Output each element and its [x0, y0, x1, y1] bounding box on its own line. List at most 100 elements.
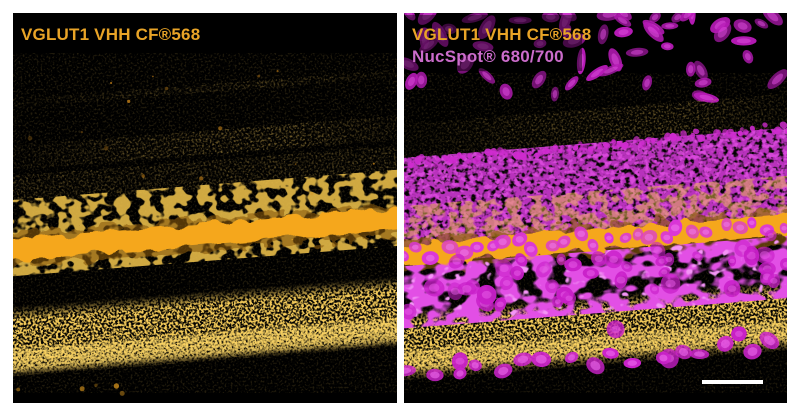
vglut1-bright-band [13, 206, 397, 263]
nucleus [496, 301, 504, 308]
inner-plexiform-bright-strip [404, 315, 787, 377]
nucleus [466, 158, 472, 165]
nucleus [737, 22, 748, 30]
left-panel-label: VGLUT1 VHH CF®568 [21, 24, 200, 46]
nucleus [659, 354, 668, 362]
left-micrograph-image [13, 13, 397, 403]
nucleus [767, 13, 779, 22]
nucleus [737, 130, 743, 136]
nucleus [656, 140, 662, 146]
nucleus [590, 68, 604, 78]
nucleus [626, 142, 633, 149]
nucleus [471, 362, 479, 369]
nucleus [757, 20, 766, 27]
ganglion-cell-nuclei-row [404, 331, 780, 382]
nucleus [587, 145, 596, 154]
nucleus [119, 390, 125, 396]
nucleus [597, 143, 603, 150]
nucleus [566, 149, 572, 155]
stain-label-vglut1: VGLUT1 VHH CF®568 [21, 25, 201, 44]
nucleus [568, 261, 578, 269]
nucleus [692, 128, 700, 135]
nucleus [448, 156, 457, 164]
nucleus [445, 243, 455, 251]
nucleus [490, 150, 498, 157]
nucleus [647, 26, 660, 38]
nucleus [430, 371, 440, 379]
stray-puncta [16, 70, 375, 396]
nucleus [407, 76, 416, 87]
nucleus [517, 355, 529, 364]
nucleus [404, 253, 407, 259]
nucleus [502, 87, 510, 96]
nucleus [472, 156, 481, 165]
nucleus [676, 137, 682, 142]
nucleus [276, 70, 279, 73]
nucleus [579, 143, 588, 152]
nucleus [519, 152, 527, 161]
nucleus [688, 65, 694, 74]
nucleus [455, 357, 465, 365]
nucleus [445, 25, 454, 32]
nucleus [723, 221, 730, 227]
label-backdrop [404, 15, 582, 71]
nucleus [404, 250, 409, 262]
nucleus [658, 258, 666, 264]
nucleus [409, 160, 415, 166]
nucleus [663, 44, 671, 49]
stain-label-vglut1: VGLUT1 VHH CF®568 [412, 25, 592, 44]
nucleus [623, 264, 630, 269]
nucleus [545, 13, 556, 20]
right-micrograph-image [404, 13, 787, 403]
nucleus [678, 348, 689, 356]
nucleus [426, 254, 435, 262]
nucleus [127, 99, 131, 103]
nucleus [110, 81, 113, 85]
nucleus [152, 75, 154, 78]
nucleus [164, 86, 169, 91]
nucleus [771, 73, 784, 85]
nucleus [758, 128, 764, 135]
nucleus [746, 251, 757, 260]
nucleus [745, 53, 751, 61]
nucleus [611, 53, 620, 67]
nucleus [418, 154, 425, 162]
nucleus [481, 20, 492, 34]
nucleus [429, 283, 440, 292]
nucleus [433, 162, 439, 168]
outer-nuclear-layer-edge-nuclei [404, 121, 787, 168]
nucleus [460, 58, 471, 70]
nucleus [739, 127, 744, 132]
nucleus [653, 246, 663, 254]
nucleus [670, 224, 680, 232]
nucleus [504, 150, 513, 159]
nucleus [79, 386, 85, 392]
nucleus [482, 71, 492, 81]
nucleus [557, 148, 563, 154]
nucleus [665, 256, 673, 263]
nucleus [762, 122, 768, 128]
nucleus [526, 246, 535, 253]
nucleus [680, 130, 687, 138]
nucleus [616, 141, 624, 148]
nucleus [784, 127, 787, 135]
nucleus [450, 287, 460, 295]
nucleus [517, 256, 525, 263]
nucleus [650, 137, 656, 143]
nucleus [604, 142, 611, 149]
nucleus [644, 233, 654, 241]
nucleus [604, 66, 618, 74]
nucleus [404, 308, 413, 315]
nucleus [702, 229, 710, 235]
nucleus [406, 13, 413, 18]
nucleus [716, 129, 722, 135]
nucleus [527, 150, 532, 156]
nucleus [498, 366, 509, 376]
nucleus [80, 130, 84, 134]
nucleus [141, 174, 145, 178]
right-microscopy-panel: VGLUT1 VHH CF®568 NucSpot® 680/700 [404, 13, 787, 403]
nucleus [634, 231, 642, 237]
nucleus [572, 145, 579, 151]
nucleus [513, 18, 527, 23]
nucleus [425, 157, 432, 165]
